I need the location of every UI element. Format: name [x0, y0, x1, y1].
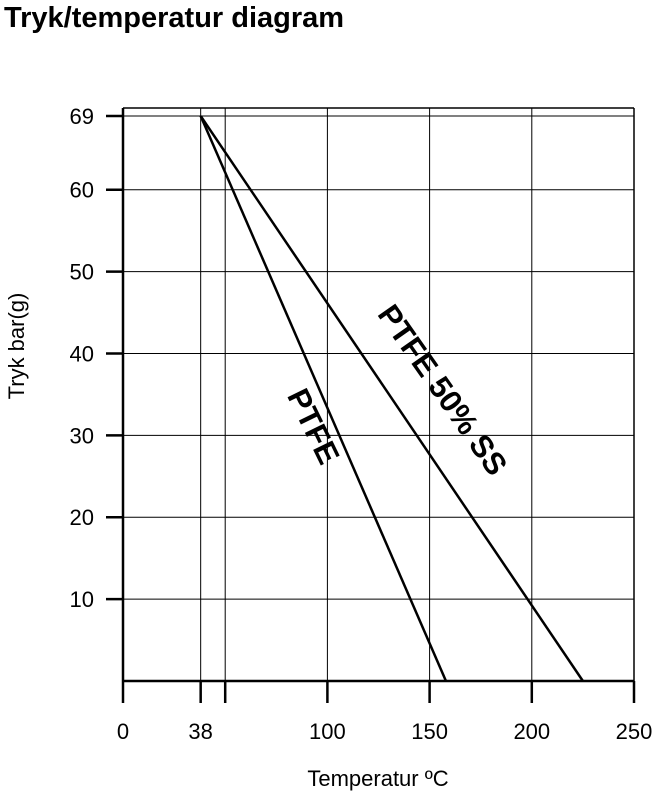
x-tick-label: 0: [117, 719, 129, 744]
y-tick-label: 10: [70, 587, 94, 612]
x-tick-label: 100: [309, 719, 346, 744]
y-tick-label: 30: [70, 423, 94, 448]
x-tick-label: 150: [411, 719, 448, 744]
series-line-ptfe: [199, 115, 448, 682]
x-tick-label: 38: [188, 719, 212, 744]
series-lines: [199, 115, 584, 682]
y-tick-label: 20: [70, 505, 94, 530]
x-tick-label: 250: [616, 719, 653, 744]
tick-labels: 0 38 100 150 200 250 10 20 30 40 50 60 69: [70, 104, 653, 744]
y-axis-title: Tryk bar(g): [4, 293, 29, 400]
series-label-ptfe-50-ss: PTFE 50% SS: [371, 298, 514, 482]
series-line-ptfe-50-ss: [199, 115, 584, 682]
y-tick-label: 69: [70, 104, 94, 129]
y-tick-label: 40: [70, 341, 94, 366]
page-title: Tryk/temperatur diagram: [4, 2, 345, 34]
y-tick-label: 50: [70, 260, 94, 285]
grid-lines: [123, 108, 635, 681]
x-tick-label: 200: [513, 719, 550, 744]
y-tick-label: 60: [70, 178, 94, 203]
axes: [106, 107, 636, 703]
x-axis-title: Temperatur ºC: [307, 766, 448, 791]
